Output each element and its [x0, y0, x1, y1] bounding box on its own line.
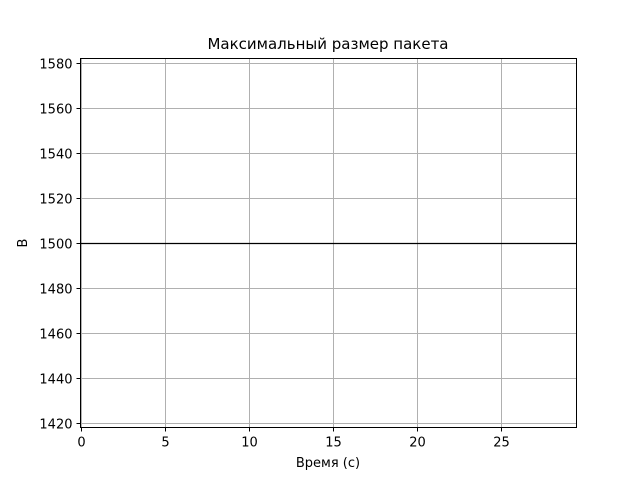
y-axis: 1420 1440 1460 1480 1500 1520 1540 1560 1580: [39, 58, 81, 433]
x-tick-label: 5: [161, 436, 169, 451]
y-tick-label: 1560: [39, 103, 72, 118]
y-axis-label: B: [16, 239, 31, 248]
chart-title: Максимальный размер пакета: [207, 35, 448, 53]
x-tick-label: 10: [241, 436, 258, 451]
y-tick-label: 1440: [39, 373, 72, 388]
x-tick-label: 15: [325, 436, 342, 451]
x-axis-label: Время (с): [296, 456, 360, 471]
y-tick-label: 1580: [39, 58, 72, 73]
y-tick-label: 1480: [39, 283, 72, 298]
y-tick-label: 1420: [39, 418, 72, 433]
y-tick-label: 1500: [39, 238, 72, 253]
x-tick-label: 20: [409, 436, 426, 451]
x-tick-label: 0: [77, 436, 85, 451]
y-tick-label: 1520: [39, 193, 72, 208]
x-axis: 0 5 10 15 20 25: [77, 427, 510, 451]
y-tick-label: 1460: [39, 328, 72, 343]
x-tick-label: 25: [493, 436, 510, 451]
y-tick-label: 1540: [39, 148, 72, 163]
